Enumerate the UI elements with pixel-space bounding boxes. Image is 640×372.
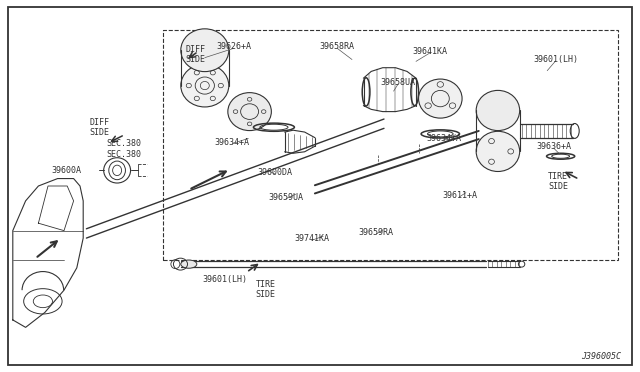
Text: DIFF
SIDE: DIFF SIDE [185,45,205,64]
Text: J396005C: J396005C [581,352,621,361]
Text: 39641KA: 39641KA [413,47,447,56]
Text: DIFF
SIDE: DIFF SIDE [89,118,109,137]
Text: 39741KA: 39741KA [294,234,329,243]
Text: SEC.380: SEC.380 [106,139,141,148]
Ellipse shape [476,90,520,131]
Bar [163,30,618,260]
Text: TIRE
SIDE: TIRE SIDE [548,172,568,191]
Text: 39600A: 39600A [51,166,81,175]
Text: 39659UA: 39659UA [269,193,303,202]
Text: 39636+A: 39636+A [536,142,571,151]
Ellipse shape [180,260,197,268]
Text: 39601(LH): 39601(LH) [203,275,248,284]
Text: 39658UA: 39658UA [381,78,415,87]
Text: 39659RA: 39659RA [359,228,394,237]
Text: 39626+A: 39626+A [216,42,251,51]
Ellipse shape [180,29,229,72]
Text: 39601(LH): 39601(LH) [533,55,578,64]
Text: 39634+A: 39634+A [215,138,250,147]
Ellipse shape [180,64,229,107]
Text: SEC.380: SEC.380 [106,150,141,159]
Text: 39600DA: 39600DA [258,168,292,177]
Ellipse shape [228,93,271,131]
Text: 39611+A: 39611+A [442,191,477,200]
Ellipse shape [419,79,462,118]
Ellipse shape [476,131,520,171]
Text: 39634+A: 39634+A [426,134,461,143]
Text: 39658RA: 39658RA [320,42,355,51]
Text: TIRE
SIDE: TIRE SIDE [255,280,276,299]
